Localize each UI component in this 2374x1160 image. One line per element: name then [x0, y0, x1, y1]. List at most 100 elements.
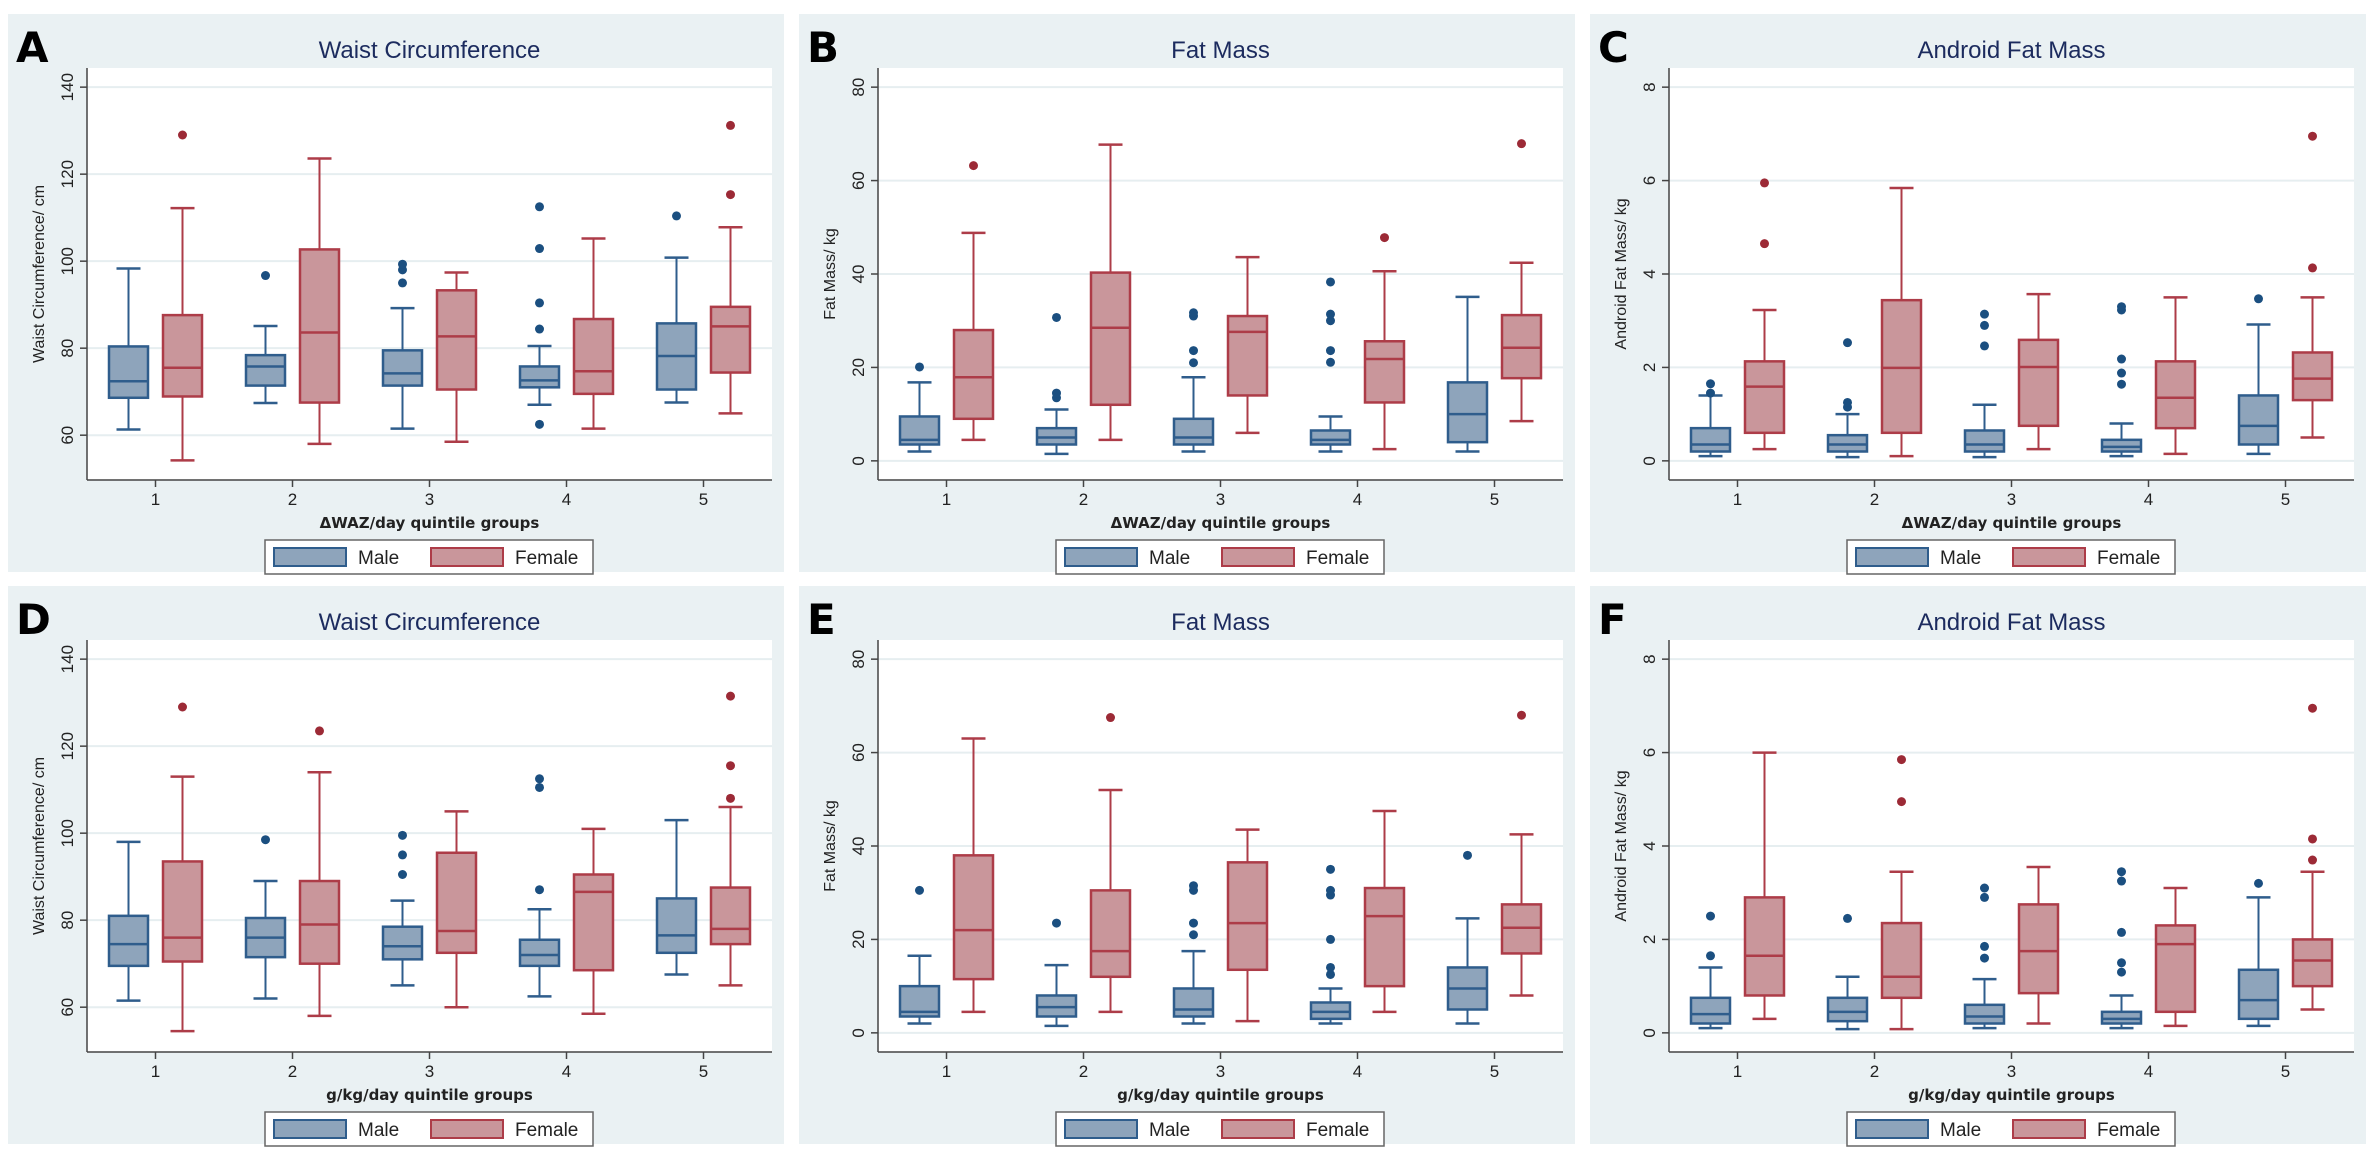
outlier-point [1326, 969, 1335, 979]
y-tick-label: 80 [58, 911, 77, 930]
outlier-point [178, 702, 187, 712]
chart-svg: E Fat Mass 0 20 40 60 80 Fat Mass/ kg 1 2 3 4 5 g/kg/… [799, 586, 1575, 1147]
outlier-point [2308, 855, 2317, 865]
y-tick-label: 20 [849, 930, 868, 949]
male-box-group-2 [244, 835, 287, 1000]
y-axis-label: Android Fat Mass/ kg [1613, 770, 1630, 921]
outlier-point [398, 259, 407, 269]
outlier-point [726, 691, 735, 701]
outlier-point [1326, 885, 1335, 895]
box-iqr [1963, 1003, 2006, 1025]
male-box-group-3 [381, 259, 424, 430]
panel-b: B Fat Mass 0 20 40 60 80 Fat Mass/ kg 1 2 3 4 5 ΔWAZ/… [791, 0, 1582, 580]
x-tick-label: 5 [699, 490, 708, 509]
male-box-group-5 [2237, 878, 2280, 1028]
y-tick-label: 60 [58, 998, 77, 1017]
male-box-group-2 [1035, 312, 1078, 456]
chart-title: Fat Mass [1171, 609, 1270, 636]
box-iqr [2154, 924, 2197, 1014]
outlier-point [398, 278, 407, 288]
legend-label-female: Female [515, 548, 578, 569]
outlier-point [535, 244, 544, 254]
x-tick-label: 5 [2281, 490, 2290, 509]
female-box-group-1 [161, 130, 204, 462]
x-axis-label: ΔWAZ/day quintile groups [320, 514, 540, 532]
male-box-group-5 [655, 818, 698, 976]
female-box-group-1 [1743, 751, 1786, 1021]
outlier-point [2117, 867, 2126, 877]
outlier-point [398, 869, 407, 879]
male-box-group-2 [1826, 338, 1869, 459]
outlier-point [1980, 941, 1989, 951]
x-tick-label: 1 [942, 1062, 951, 1081]
x-tick-label: 4 [1353, 1062, 1362, 1081]
legend-swatch-male [1855, 547, 1929, 567]
chart-title: Waist Circumference [319, 37, 541, 64]
outlier-point [2117, 379, 2126, 389]
panel-a: A Waist Circumference 60 80 100 120 140 Waist C… [0, 0, 791, 580]
legend-label-male: Male [1940, 1120, 1981, 1141]
outlier-point [2308, 834, 2317, 844]
female-box-group-2 [1089, 143, 1132, 442]
male-box-group-3 [1963, 883, 2006, 1030]
box-iqr [572, 873, 615, 972]
x-axis-label: g/kg/day quintile groups [1117, 1086, 1324, 1104]
y-tick-label: 40 [849, 837, 868, 856]
y-tick-label: 60 [849, 743, 868, 762]
legend-label-female: Female [515, 1120, 578, 1141]
male-box-group-3 [1172, 308, 1215, 453]
plot-area [87, 68, 772, 480]
outlier-point [2117, 927, 2126, 937]
outlier-point [1463, 850, 1472, 860]
panel-letter: F [1598, 595, 1627, 644]
y-tick-label: 100 [58, 247, 77, 275]
box-iqr [381, 349, 424, 387]
x-tick-label: 5 [1490, 490, 1499, 509]
x-tick-label: 3 [2007, 490, 2016, 509]
outlier-point [1706, 911, 1715, 921]
outlier-point [1980, 892, 1989, 902]
x-tick-label: 2 [1079, 1062, 1088, 1081]
y-tick-label: 80 [58, 339, 77, 358]
y-tick-label: 0 [1640, 456, 1659, 465]
box-iqr [1743, 360, 1786, 435]
legend: Male Female [264, 1111, 594, 1147]
y-axis-label: Waist Circumference/ cm [31, 185, 48, 363]
outlier-point [1326, 357, 1335, 367]
male-box-group-1 [1689, 911, 1732, 1030]
outlier-point [1760, 178, 1769, 188]
legend-swatch-female [2012, 1119, 2086, 1139]
y-tick-label: 60 [58, 426, 77, 445]
box-iqr [1226, 314, 1269, 397]
y-axis-label: Android Fat Mass/ kg [1613, 198, 1630, 349]
box-iqr [1963, 429, 2006, 453]
outlier-point [915, 885, 924, 895]
panel-e: E Fat Mass 0 20 40 60 80 Fat Mass/ kg 1 2 3 4 5 g/kg/… [791, 572, 1582, 1152]
y-tick-label: 2 [1640, 935, 1659, 944]
panel-d: D Waist Circumference 60 80 100 120 140 Waist C… [0, 572, 791, 1152]
box-iqr [381, 925, 424, 961]
legend: Male Female [1846, 1111, 2176, 1147]
box-iqr [1743, 896, 1786, 997]
outlier-point [1189, 308, 1198, 318]
chart-title: Android Fat Mass [1917, 37, 2105, 64]
female-box-group-4 [2154, 886, 2197, 1028]
female-box-group-3 [2017, 292, 2060, 451]
box-iqr [2017, 338, 2060, 428]
legend-label-female: Female [1306, 548, 1369, 569]
y-tick-label: 100 [58, 819, 77, 847]
outlier-point [1980, 883, 1989, 893]
y-tick-label: 140 [58, 645, 77, 673]
female-box-group-1 [952, 161, 995, 442]
outlier-point [1760, 239, 1769, 249]
legend-swatch-female [1221, 1119, 1295, 1139]
male-box-group-4 [2100, 867, 2143, 1030]
male-box-group-1 [898, 885, 941, 1025]
box-iqr [161, 313, 204, 398]
male-box-group-5 [655, 211, 698, 404]
female-box-group-4 [1363, 233, 1406, 451]
chart-svg: C Android Fat Mass 0 2 4 6 8 Android Fat Mass/ … [1590, 14, 2366, 575]
female-box-group-4 [1363, 809, 1406, 1014]
box-iqr [572, 317, 615, 396]
box-iqr [435, 289, 478, 391]
